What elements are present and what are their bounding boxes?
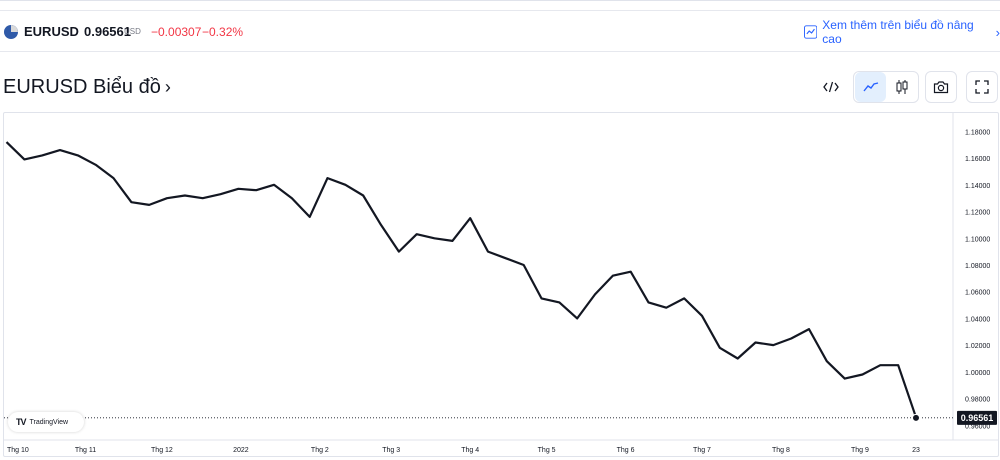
advanced-chart-link-label: Xem thêm trên biểu đồ nâng cao (822, 18, 974, 46)
tradingview-badge[interactable]: TV TradingView (8, 412, 84, 432)
y-tick-label: 1.00000 (965, 370, 990, 377)
embed-button[interactable] (815, 71, 847, 103)
y-tick-label: 1.08000 (965, 263, 990, 270)
chart-frame (3, 112, 999, 457)
time-axis: Thg 10 Thg 11 Thg 12 2022 Thg 2 Thg 3 Thg 4 Thg… (7, 447, 920, 454)
code-embed-icon (823, 81, 839, 93)
x-tick-label: Thg 2 (311, 447, 329, 454)
x-tick-label: Thg 12 (151, 447, 173, 454)
eur-usd-flag-icon (4, 25, 18, 39)
chart-title[interactable]: EURUSD Biểu đồ › (3, 76, 171, 99)
line-chart-button[interactable] (855, 72, 886, 102)
y-tick-label: 1.04000 (965, 316, 990, 323)
fullscreen-icon (975, 80, 989, 94)
x-tick-label: Thg 4 (461, 447, 479, 454)
ticker-symbol[interactable]: EURUSD (24, 24, 79, 39)
ticker-change-pct: −0.32% (202, 25, 244, 39)
y-tick-label: 1.10000 (965, 236, 990, 243)
tradingview-label: TradingView (29, 418, 69, 426)
y-tick-label: 1.06000 (965, 290, 990, 297)
advanced-chart-link[interactable]: Xem thêm trên biểu đồ nâng cao › (804, 18, 1000, 46)
chart-title-text: EURUSD Biểu đồ (3, 76, 161, 98)
x-tick-label: Thg 8 (772, 447, 790, 454)
x-tick-label: 23 (912, 447, 920, 454)
price-axis: 1.18000 1.16000 1.14000 1.12000 1.10000 1.080… (965, 129, 990, 430)
ticker-price: 0.96561 (84, 24, 131, 39)
ticker-bar: EURUSD 0.96561 USD −0.00307 −0.32% Xem t… (0, 10, 1000, 52)
x-tick-label: Thg 3 (382, 447, 400, 454)
x-tick-label: Thg 11 (75, 447, 96, 454)
ticker-currency: USD (124, 27, 141, 36)
price-series-line (5, 141, 918, 418)
camera-icon (933, 81, 949, 94)
chart-type-group (853, 71, 919, 103)
y-tick-label: 1.18000 (965, 129, 990, 136)
y-tick-label: 1.12000 (965, 210, 990, 217)
last-price-label: 0.96561 (961, 413, 994, 423)
x-tick-label: Thg 5 (538, 447, 556, 454)
candlestick-icon (896, 80, 907, 94)
y-tick-label: 0.98000 (965, 397, 990, 404)
tradingview-logo-icon: TV (16, 417, 26, 427)
line-chart-icon (862, 82, 878, 92)
chart-line-icon (804, 25, 818, 39)
y-tick-label: 0.96000 (965, 423, 990, 430)
y-tick-label: 1.16000 (965, 156, 990, 163)
y-tick-label: 1.14000 (965, 183, 990, 190)
last-price-badge: 0.96561 (957, 410, 997, 425)
y-tick-label: 1.02000 (965, 343, 990, 350)
candlestick-button[interactable] (886, 72, 917, 102)
x-tick-label: Thg 6 (617, 447, 635, 454)
fullscreen-button[interactable] (966, 71, 998, 103)
chevron-right-icon: › (995, 24, 1000, 40)
top-divider (0, 0, 1000, 1)
x-tick-label: Thg 7 (693, 447, 711, 454)
x-tick-label: Thg 10 (7, 447, 29, 454)
x-tick-label: 2022 (233, 447, 249, 454)
screenshot-button[interactable] (925, 71, 957, 103)
chevron-right-icon: › (164, 77, 171, 97)
ticker-change: −0.00307 (151, 25, 202, 39)
x-tick-label: Thg 9 (851, 447, 869, 454)
last-price-dot (912, 413, 920, 422)
